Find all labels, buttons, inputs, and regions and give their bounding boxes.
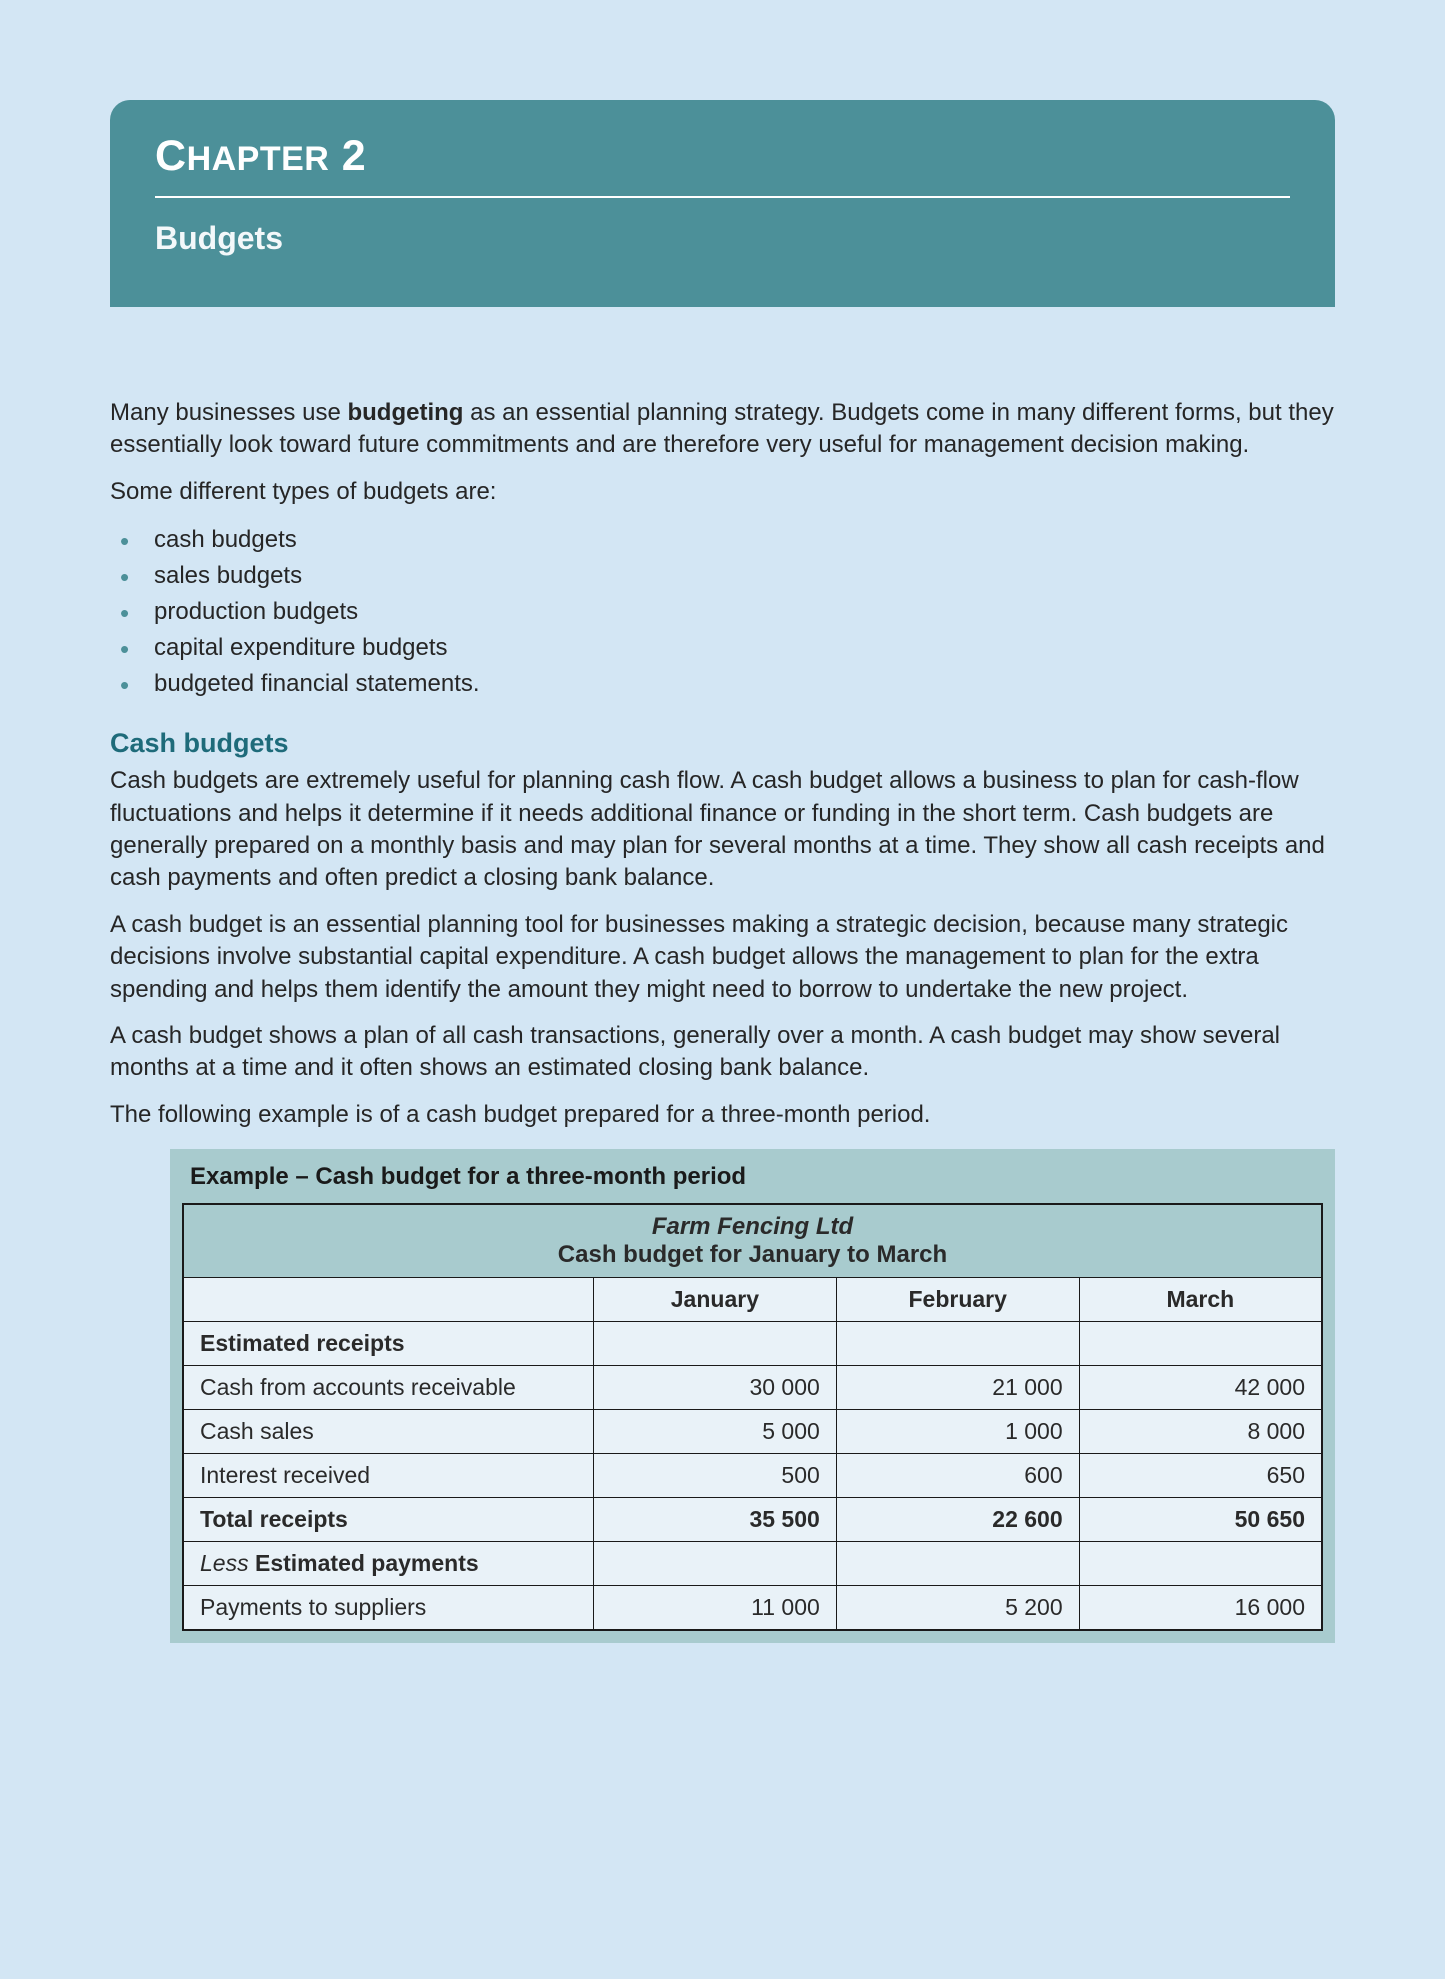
- total-label: Total receipts: [183, 1498, 593, 1542]
- section-paragraph: The following example is of a cash budge…: [110, 1099, 1335, 1131]
- list-item: capital expenditure budgets: [110, 630, 1335, 666]
- list-item: sales budgets: [110, 558, 1335, 594]
- section-paragraph: A cash budget is an essential planning t…: [110, 909, 1335, 1006]
- list-item: cash budgets: [110, 522, 1335, 558]
- example-title: Example – Cash budget for a three-month …: [170, 1149, 1335, 1203]
- row-value: 5 000: [593, 1410, 836, 1454]
- section-paragraph: A cash budget shows a plan of all cash t…: [110, 1020, 1335, 1085]
- total-value: 35 500: [593, 1498, 836, 1542]
- table-column-headers: January February March: [183, 1278, 1322, 1322]
- row-value: 30 000: [593, 1366, 836, 1410]
- row-label: Interest received: [183, 1454, 593, 1498]
- row-label: Cash from accounts receivable: [183, 1366, 593, 1410]
- row-label: Payments to suppliers: [183, 1586, 593, 1631]
- row-value: 21 000: [836, 1366, 1079, 1410]
- column-header: March: [1079, 1278, 1322, 1322]
- empty-header-cell: [183, 1278, 593, 1322]
- intro-bold-term: budgeting: [347, 399, 463, 426]
- table-company-cell: Farm Fencing Ltd Cash budget for January…: [183, 1204, 1322, 1278]
- less-rest: Estimated payments: [249, 1550, 479, 1576]
- cash-budget-table: Farm Fencing Ltd Cash budget for January…: [182, 1203, 1323, 1631]
- empty-cell: [836, 1322, 1079, 1366]
- row-value: 600: [836, 1454, 1079, 1498]
- row-value: 11 000: [593, 1586, 836, 1631]
- receipts-header-row: Estimated receipts: [183, 1322, 1322, 1366]
- intro-paragraph-2: Some different types of budgets are:: [110, 476, 1335, 508]
- empty-cell: [1079, 1542, 1322, 1586]
- table-row: Payments to suppliers 11 000 5 200 16 00…: [183, 1586, 1322, 1631]
- row-value: 8 000: [1079, 1410, 1322, 1454]
- row-value: 500: [593, 1454, 836, 1498]
- less-label: Less Estimated payments: [183, 1542, 593, 1586]
- budget-types-list: cash budgets sales budgets production bu…: [110, 522, 1335, 702]
- table-row: Cash from accounts receivable 30 000 21 …: [183, 1366, 1322, 1410]
- section-heading-cash-budgets: Cash budgets: [110, 728, 1335, 759]
- row-value: 650: [1079, 1454, 1322, 1498]
- row-value: 5 200: [836, 1586, 1079, 1631]
- chapter-header: CHAPTER 2 Budgets: [110, 100, 1335, 307]
- section-paragraph: Cash budgets are extremely useful for pl…: [110, 765, 1335, 895]
- chapter-number: CHAPTER 2: [155, 132, 1290, 198]
- total-value: 50 650: [1079, 1498, 1322, 1542]
- row-label: Cash sales: [183, 1410, 593, 1454]
- column-header: January: [593, 1278, 836, 1322]
- intro-paragraph-1: Many businesses use budgeting as an esse…: [110, 397, 1335, 462]
- list-item: budgeted financial statements.: [110, 666, 1335, 702]
- company-name: Farm Fencing Ltd: [192, 1213, 1313, 1241]
- list-item: production budgets: [110, 594, 1335, 630]
- receipts-header-label: Estimated receipts: [183, 1322, 593, 1366]
- row-value: 16 000: [1079, 1586, 1322, 1631]
- empty-cell: [593, 1322, 836, 1366]
- column-header: February: [836, 1278, 1079, 1322]
- empty-cell: [593, 1542, 836, 1586]
- total-receipts-row: Total receipts 35 500 22 600 50 650: [183, 1498, 1322, 1542]
- table-company-row: Farm Fencing Ltd Cash budget for January…: [183, 1204, 1322, 1278]
- example-panel: Example – Cash budget for a three-month …: [170, 1149, 1335, 1643]
- less-word: Less: [200, 1550, 249, 1576]
- table-row: Interest received 500 600 650: [183, 1454, 1322, 1498]
- empty-cell: [836, 1542, 1079, 1586]
- chapter-title: Budgets: [155, 220, 1290, 257]
- table-row: Cash sales 5 000 1 000 8 000: [183, 1410, 1322, 1454]
- budget-period: Cash budget for January to March: [192, 1241, 1313, 1269]
- total-value: 22 600: [836, 1498, 1079, 1542]
- less-payments-header-row: Less Estimated payments: [183, 1542, 1322, 1586]
- intro-text-before: Many businesses use: [110, 399, 347, 426]
- row-value: 42 000: [1079, 1366, 1322, 1410]
- empty-cell: [1079, 1322, 1322, 1366]
- row-value: 1 000: [836, 1410, 1079, 1454]
